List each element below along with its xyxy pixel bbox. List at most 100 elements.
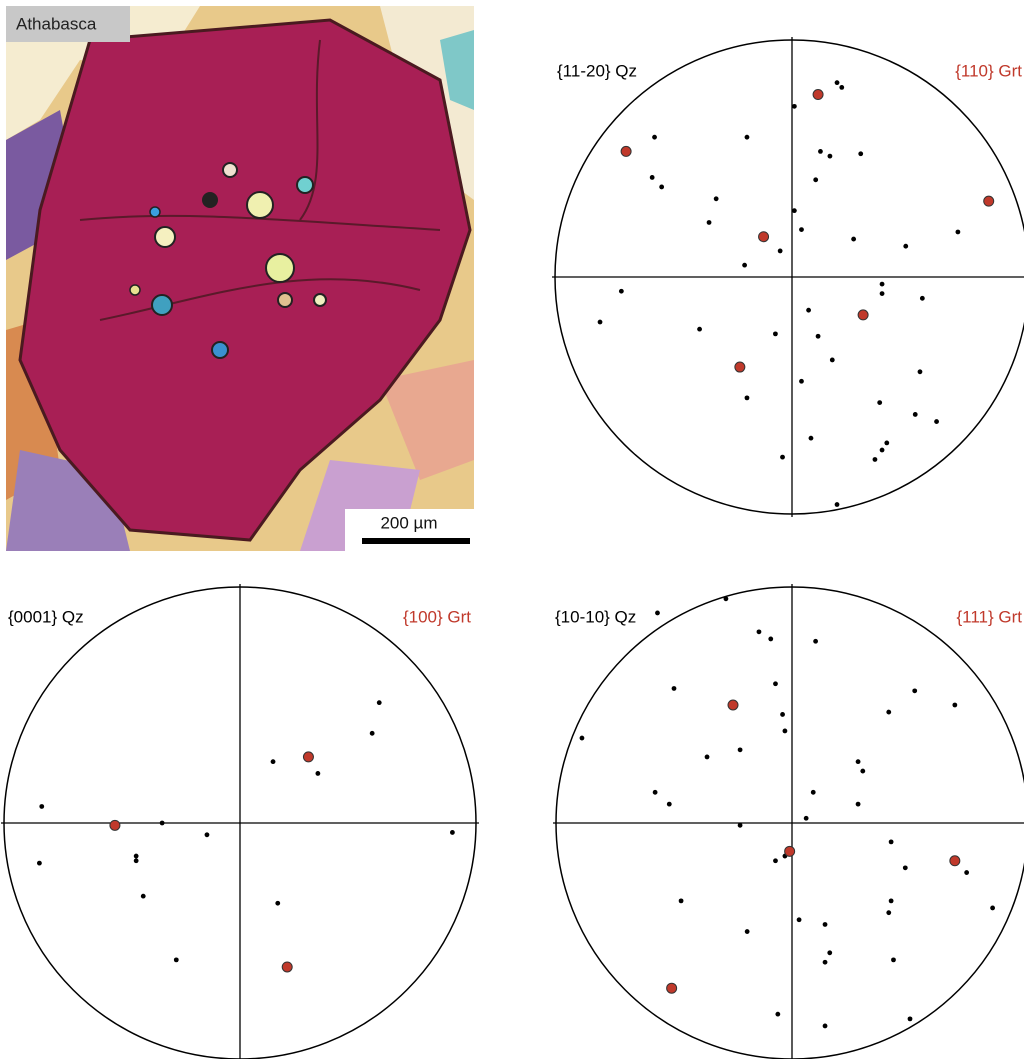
quartz-pole xyxy=(964,870,969,875)
quartz-pole xyxy=(773,681,778,686)
quartz-pole xyxy=(745,929,750,934)
quartz-pole xyxy=(141,894,146,899)
quartz-pole xyxy=(377,700,382,705)
scale-bar-label: 200 µm xyxy=(380,513,437,532)
quartz-pole xyxy=(705,755,710,760)
quartz-pole xyxy=(811,790,816,795)
quartz-pole xyxy=(858,151,863,156)
quartz-pole xyxy=(886,710,891,715)
quartz-pole xyxy=(903,865,908,870)
quartz-pole xyxy=(828,154,833,159)
quartz-pole xyxy=(891,957,896,962)
quartz-pole xyxy=(775,1012,780,1017)
quartz-pole xyxy=(823,1024,828,1029)
quartz-pole xyxy=(889,898,894,903)
quartz-pole xyxy=(653,790,658,795)
quartz-pole xyxy=(271,759,276,764)
quartz-pole xyxy=(679,898,684,903)
legend-label: {11-20} Qz xyxy=(557,61,637,80)
quartz-pole xyxy=(809,436,814,441)
quartz-pole xyxy=(134,858,139,863)
quartz-pole xyxy=(823,922,828,927)
quartz-pole xyxy=(818,149,823,154)
quartz-pole xyxy=(877,400,882,405)
quartz-pole xyxy=(773,858,778,863)
quartz-pole xyxy=(934,419,939,424)
quartz-pole xyxy=(738,747,743,752)
quartz-pole xyxy=(804,816,809,821)
quartz-pole xyxy=(768,637,773,642)
quartz-pole xyxy=(827,950,832,955)
quartz-pole xyxy=(707,220,712,225)
quartz-pole xyxy=(780,712,785,717)
micrograph-label: Athabasca xyxy=(16,14,97,33)
legend-label: {10-10} Qz xyxy=(555,607,636,626)
quartz-pole xyxy=(792,104,797,109)
quartz-pole xyxy=(920,296,925,301)
quartz-pole xyxy=(856,759,861,764)
garnet-pole xyxy=(984,196,994,206)
quartz-pole xyxy=(650,175,655,180)
quartz-pole xyxy=(757,629,762,634)
garnet-pole xyxy=(950,856,960,866)
scale-bar xyxy=(362,538,470,544)
quartz-pole xyxy=(918,369,923,374)
garnet-pole xyxy=(759,232,769,242)
quartz-pole xyxy=(672,686,677,691)
quartz-pole xyxy=(659,185,664,190)
garnet-pole xyxy=(785,846,795,856)
quartz-pole xyxy=(655,611,660,616)
quartz-pole xyxy=(773,331,778,336)
quartz-pole xyxy=(174,957,179,962)
quartz-pole xyxy=(835,502,840,507)
figure: Athabasca 200 µm {11-20} Qz {110} Grt {000… xyxy=(0,0,1024,1059)
quartz-pole xyxy=(873,457,878,462)
quartz-pole xyxy=(880,282,885,287)
quartz-pole xyxy=(813,177,818,182)
garnet-pole xyxy=(813,90,823,100)
quartz-pole xyxy=(714,196,719,201)
quartz-pole xyxy=(856,802,861,807)
quartz-pole xyxy=(889,839,894,844)
quartz-pole xyxy=(851,237,856,242)
quartz-pole xyxy=(912,688,917,693)
quartz-pole xyxy=(205,832,210,837)
quartz-pole xyxy=(799,379,804,384)
legend-label: {111} Grt xyxy=(956,607,1022,626)
quartz-pole xyxy=(806,308,811,313)
quartz-pole xyxy=(880,448,885,453)
quartz-pole xyxy=(816,334,821,339)
quartz-pole xyxy=(908,1016,913,1021)
page: Athabasca 200 µm {11-20} Qz {110} Grt {000… xyxy=(0,0,1024,1064)
garnet-pole xyxy=(735,362,745,372)
quartz-pole xyxy=(990,906,995,911)
legend-label: {110} Grt xyxy=(955,61,1022,80)
legend-label: {100} Grt xyxy=(403,607,471,626)
quartz-pole xyxy=(652,135,657,140)
quartz-pole xyxy=(792,208,797,213)
quartz-pole xyxy=(952,703,957,708)
garnet-pole xyxy=(858,310,868,320)
garnet-pole xyxy=(110,820,120,830)
garnet-pole xyxy=(282,962,292,972)
garnet-pole xyxy=(728,700,738,710)
quartz-pole xyxy=(580,736,585,741)
quartz-pole xyxy=(778,249,783,254)
quartz-pole xyxy=(835,80,840,85)
quartz-pole xyxy=(39,804,44,809)
quartz-pole xyxy=(742,263,747,268)
quartz-pole xyxy=(880,291,885,296)
quartz-pole xyxy=(598,320,603,325)
quartz-pole xyxy=(799,227,804,232)
quartz-pole xyxy=(745,395,750,400)
quartz-pole xyxy=(903,244,908,249)
quartz-pole xyxy=(956,230,961,235)
quartz-pole xyxy=(667,802,672,807)
quartz-pole xyxy=(275,901,280,906)
quartz-pole xyxy=(134,854,139,859)
quartz-pole xyxy=(823,960,828,965)
quartz-pole xyxy=(860,769,865,774)
garnet-pole xyxy=(621,146,631,156)
legend-label: {0001} Qz xyxy=(8,607,84,626)
quartz-pole xyxy=(830,358,835,363)
